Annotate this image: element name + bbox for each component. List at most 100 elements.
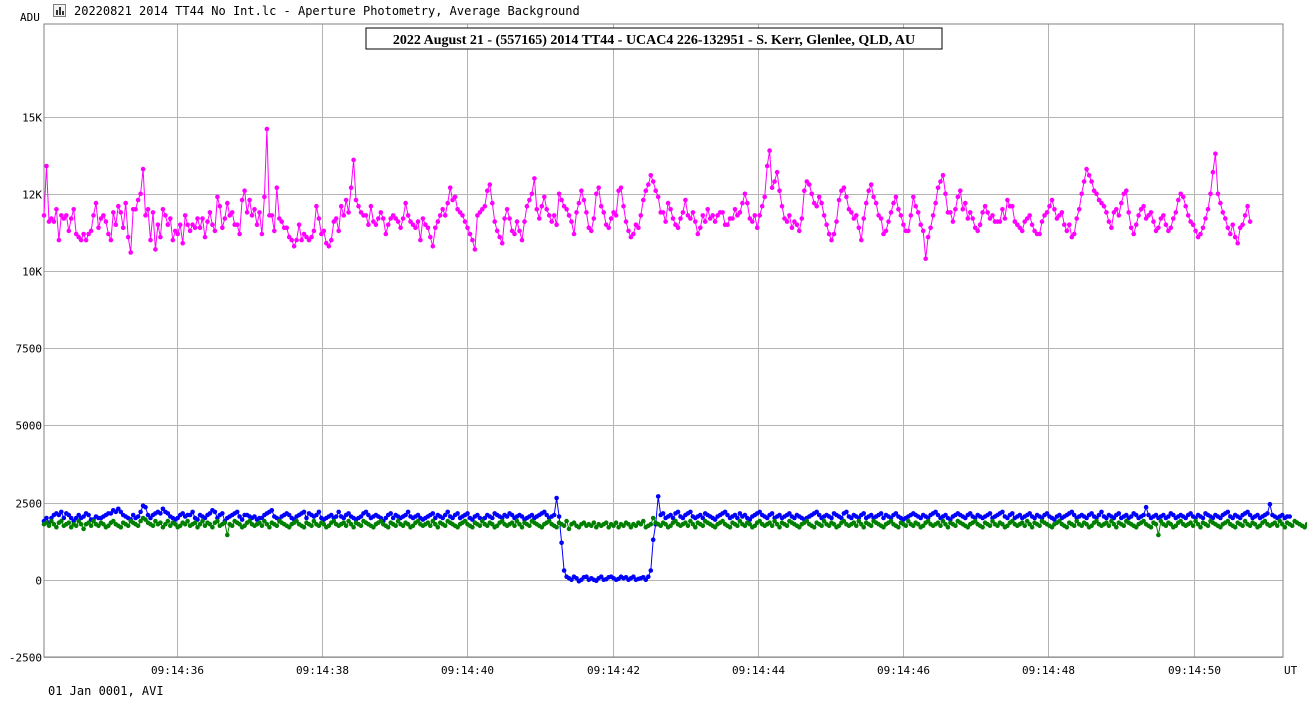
data-point [229,210,235,215]
data-point [289,237,295,243]
data-point [1163,222,1169,227]
data-point [485,523,490,529]
data-point [740,200,745,206]
data-point [767,520,772,525]
data-point [73,523,79,529]
data-point [943,521,948,527]
data-point [551,213,557,218]
data-point [1027,521,1032,527]
data-point [86,512,91,518]
data-point [546,518,552,524]
data-point [762,194,767,200]
data-point [346,518,351,524]
data-point [564,518,569,524]
data-point [581,520,587,525]
data-point [1136,213,1141,218]
data-point [576,200,582,206]
data-point [358,514,364,519]
data-point [777,525,782,530]
data-point [46,523,52,529]
data-point [465,225,470,231]
data-point [135,197,141,203]
data-point [673,222,678,227]
data-point [442,512,448,518]
data-point [997,219,1003,224]
data-point [1039,219,1045,224]
data-point [1141,203,1146,209]
data-point [83,237,89,243]
data-point [229,523,235,529]
data-point [866,188,871,193]
data-point [163,521,168,527]
data-point [923,256,928,262]
data-point [542,509,547,515]
data-point [348,185,354,190]
data-point [1272,520,1278,525]
data-point [826,523,832,529]
data-point [831,521,837,527]
data-point [284,225,290,231]
data-point [41,213,47,218]
data-point [561,568,567,573]
data-point [579,188,584,193]
data-point [220,225,225,231]
data-point [648,521,654,527]
data-point [690,210,696,215]
data-point [215,194,220,200]
data-point [499,518,505,524]
data-point [792,219,797,224]
x-tick-label: 09:14:50 [1168,664,1221,677]
data-point [987,511,993,516]
data-point [702,219,708,224]
data-point [940,173,946,178]
data-point [244,210,250,215]
data-point [145,207,151,212]
data-point [294,237,299,243]
data-point [561,203,567,209]
data-point [1143,504,1149,510]
x-tick-label: 09:14:40 [441,664,494,677]
data-point [125,523,131,529]
data-point [207,511,213,516]
data-point [757,213,762,218]
lightcurve-chart-icon[interactable] [53,4,66,17]
data-point [123,200,128,206]
data-point [366,222,371,227]
data-point [789,225,795,231]
window-title: 20220821 2014 TT44 No Int.lc - Aperture … [74,4,580,18]
data-point [187,228,193,234]
data-point [727,525,733,530]
data-point [737,511,743,516]
data-point [888,518,894,524]
data-point [1037,231,1042,237]
data-point [143,213,148,218]
data-point [346,210,351,215]
data-point [225,532,230,538]
data-point [519,525,525,530]
x-tick-label: 09:14:46 [877,664,930,677]
data-point [311,228,317,234]
data-point [321,228,327,234]
data-point [405,213,411,218]
data-point [915,210,921,215]
data-point [59,509,64,515]
data-point [680,210,686,215]
data-point [1213,151,1218,156]
data-point [195,525,200,530]
data-point [348,521,354,527]
data-point [1128,225,1134,231]
data-point [68,515,74,521]
data-point [286,525,292,530]
data-point [943,191,948,197]
data-point [400,523,406,529]
data-point [96,523,101,529]
data-point [222,216,228,221]
series-2 [41,515,1307,538]
data-point [185,222,190,227]
data-point [138,518,143,524]
data-point [103,219,109,224]
data-point [385,222,391,227]
data-point [569,219,574,224]
data-point [1121,191,1127,197]
data-point [274,185,280,190]
